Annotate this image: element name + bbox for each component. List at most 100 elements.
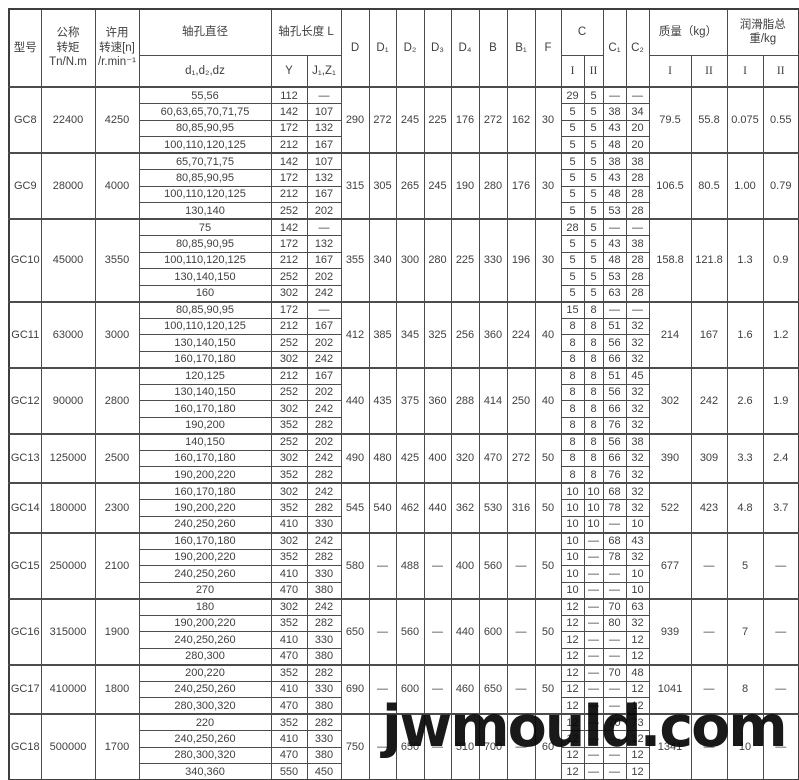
length-y-cell: 302 bbox=[270, 284, 308, 302]
c1-cell: 53 bbox=[602, 202, 627, 220]
dim-d3-cell: — bbox=[423, 597, 452, 665]
dim-d-cell: 690 bbox=[340, 663, 370, 715]
header-d1: D₁ bbox=[368, 8, 397, 88]
dim-d3-cell: 245 bbox=[423, 152, 452, 220]
mass-i-cell: 939 bbox=[648, 597, 692, 665]
c1-cell: — bbox=[602, 218, 627, 236]
length-jz-cell: — bbox=[306, 300, 342, 319]
dim-d1-cell: 540 bbox=[368, 482, 397, 533]
bore-diameter-cell: 220 bbox=[138, 713, 272, 731]
c1-cell: — bbox=[602, 746, 627, 764]
length-jz-cell: — bbox=[306, 86, 342, 104]
dim-f-cell: 50 bbox=[534, 531, 562, 599]
table-row: 190,200,220 352 282 8 8 76 32 bbox=[9, 466, 799, 484]
c2-cell: 12 bbox=[625, 631, 650, 649]
mass-ii-cell: — bbox=[690, 713, 728, 780]
length-jz-cell: 380 bbox=[306, 697, 342, 715]
dim-d4-cell: 190 bbox=[450, 152, 480, 220]
c-ii-cell: 5 bbox=[583, 119, 604, 137]
dim-f-cell: 60 bbox=[534, 713, 562, 780]
c2-cell: 32 bbox=[625, 466, 650, 484]
dim-d4-cell: 176 bbox=[450, 86, 480, 154]
length-jz-cell: 330 bbox=[306, 730, 342, 748]
bore-diameter-cell: 130,140 bbox=[138, 202, 272, 220]
bore-diameter-cell: 190,200,220 bbox=[138, 466, 272, 484]
table-row: 100,110,120,125 212 167 5 5 48 28 bbox=[9, 185, 799, 203]
dim-d1-cell: — bbox=[368, 597, 397, 665]
dim-d4-cell: 320 bbox=[450, 432, 480, 484]
c-i-cell: 5 bbox=[560, 136, 585, 154]
length-y-cell: 112 bbox=[270, 86, 308, 104]
grease-ii-cell: — bbox=[762, 597, 799, 665]
dim-d3-cell: — bbox=[423, 663, 452, 715]
length-y-cell: 470 bbox=[270, 697, 308, 715]
dim-b1-cell: 250 bbox=[506, 366, 536, 434]
dim-d1-cell: 340 bbox=[368, 218, 397, 302]
speed-cell: 1900 bbox=[94, 597, 140, 665]
length-y-cell: 252 bbox=[270, 202, 308, 220]
c-ii-cell: 5 bbox=[583, 284, 604, 302]
torque-cell: 250000 bbox=[40, 531, 96, 599]
bore-diameter-cell: 80,85,90,95 bbox=[138, 235, 272, 253]
c-i-cell: 8 bbox=[560, 317, 585, 335]
length-jz-cell: 282 bbox=[306, 614, 342, 632]
dim-b-cell: 650 bbox=[478, 663, 508, 715]
grease-i-cell: 1.00 bbox=[726, 152, 764, 220]
table-row: 240,250,260 410 330 10 10—10 bbox=[9, 515, 799, 533]
dim-f-cell: 30 bbox=[534, 86, 562, 154]
c1-cell: 48 bbox=[602, 185, 627, 203]
dim-d3-cell: 360 bbox=[423, 366, 452, 434]
c-ii-cell: — bbox=[583, 663, 604, 682]
dim-d4-cell: 288 bbox=[450, 366, 480, 434]
c-ii-cell: 8 bbox=[583, 334, 604, 352]
grease-ii-cell: 2.4 bbox=[762, 432, 799, 484]
c1-cell: — bbox=[602, 680, 627, 698]
mass-ii-cell: 80.5 bbox=[690, 152, 728, 220]
model-cell: GC15 bbox=[8, 531, 42, 599]
dim-b-cell: 600 bbox=[478, 597, 508, 665]
mass-ii-cell: 167 bbox=[690, 300, 728, 368]
coupling-spec-table: 型号 公称 转矩 Tn/N.m 许用 转速[n] /r.min⁻¹ 轴孔直径 轴… bbox=[8, 8, 799, 780]
dim-b-cell: 330 bbox=[478, 218, 508, 302]
c2-cell: 12 bbox=[625, 763, 650, 780]
length-jz-cell: 202 bbox=[306, 383, 342, 401]
dim-d2-cell: 265 bbox=[395, 152, 425, 220]
length-y-cell: 212 bbox=[270, 185, 308, 203]
length-jz-cell: 242 bbox=[306, 597, 342, 616]
c2-cell: 12 bbox=[625, 697, 650, 715]
dim-d1-cell: 305 bbox=[368, 152, 397, 220]
c1-cell: 70 bbox=[602, 663, 627, 682]
c1-cell: — bbox=[602, 647, 627, 665]
speed-cell: 2100 bbox=[94, 531, 140, 599]
c-ii-cell: 8 bbox=[583, 300, 604, 319]
header-bore-diameter-sub: d₁,d₂,dz bbox=[138, 54, 272, 88]
length-jz-cell: 282 bbox=[306, 499, 342, 517]
c-ii-cell: 10 bbox=[583, 499, 604, 517]
c1-cell: 51 bbox=[602, 366, 627, 385]
grease-ii-cell: 0.9 bbox=[762, 218, 799, 302]
c-i-cell: 8 bbox=[560, 350, 585, 368]
bore-diameter-cell: 100,110,120,125 bbox=[138, 251, 272, 269]
dim-b1-cell: 272 bbox=[506, 432, 536, 484]
length-jz-cell: 107 bbox=[306, 152, 342, 170]
length-y-cell: 252 bbox=[270, 383, 308, 401]
table-row: 240,250,260 410 330 10— —10 bbox=[9, 565, 799, 583]
speed-cell: 2500 bbox=[94, 432, 140, 484]
table-row: GC11 63000 3000 80,85,90,95 172—412 385 345 325… bbox=[8, 300, 799, 368]
c2-cell: 32 bbox=[625, 499, 650, 517]
length-jz-cell: 107 bbox=[306, 103, 342, 121]
c-i-cell: 12 bbox=[560, 730, 585, 748]
table-row: GC16 315000 1900 180 302 242 650—560—440 600—50… bbox=[8, 597, 799, 665]
model-cell: GC18 bbox=[8, 713, 42, 780]
bore-diameter-cell: 190,200,220 bbox=[138, 499, 272, 517]
header-grease: 润滑脂总重/kg bbox=[726, 8, 799, 56]
c-i-cell: 12 bbox=[560, 763, 585, 780]
dim-d3-cell: 400 bbox=[423, 432, 452, 484]
c2-cell: 20 bbox=[625, 136, 650, 154]
c-ii-cell: 5 bbox=[583, 86, 604, 104]
dim-d-cell: 412 bbox=[340, 300, 370, 368]
bore-diameter-cell: 190,200 bbox=[138, 416, 272, 434]
c-ii-cell: 5 bbox=[583, 202, 604, 220]
grease-i-cell: 10 bbox=[726, 713, 764, 780]
speed-cell: 1700 bbox=[94, 713, 140, 780]
